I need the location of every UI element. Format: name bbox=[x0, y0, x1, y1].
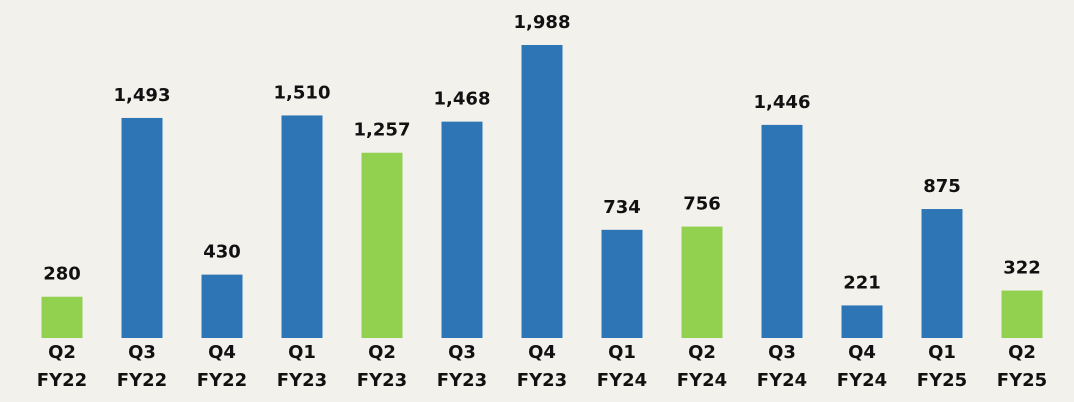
bar bbox=[1001, 290, 1043, 338]
bar bbox=[681, 226, 723, 338]
bar bbox=[761, 124, 803, 338]
x-tick-label: Q2 bbox=[1008, 342, 1036, 363]
data-label: 1,257 bbox=[354, 120, 411, 141]
data-label: 430 bbox=[203, 242, 241, 263]
bar bbox=[361, 152, 403, 338]
x-tick-label: FY24 bbox=[597, 370, 647, 391]
data-label: 1,468 bbox=[434, 89, 491, 110]
x-tick-label: Q4 bbox=[208, 342, 236, 363]
x-tick-label: FY23 bbox=[277, 370, 327, 391]
x-tick-label: Q2 bbox=[48, 342, 76, 363]
bar bbox=[601, 229, 643, 338]
x-tick-label: Q4 bbox=[848, 342, 876, 363]
x-tick-label: FY24 bbox=[757, 370, 807, 391]
x-tick-label: FY23 bbox=[437, 370, 487, 391]
x-tick-label: Q2 bbox=[688, 342, 716, 363]
bar bbox=[201, 274, 243, 338]
x-tick-label: Q3 bbox=[128, 342, 156, 363]
data-label: 1,988 bbox=[514, 12, 571, 33]
x-tick-label: FY22 bbox=[37, 370, 87, 391]
data-label: 322 bbox=[1003, 258, 1041, 279]
bar bbox=[841, 305, 883, 338]
x-tick-label: FY24 bbox=[837, 370, 887, 391]
x-tick-label: Q2 bbox=[368, 342, 396, 363]
x-tick-label: Q4 bbox=[528, 342, 556, 363]
bar bbox=[521, 45, 563, 338]
x-tick-label: FY23 bbox=[357, 370, 407, 391]
bar bbox=[121, 117, 163, 338]
x-tick-label: FY23 bbox=[517, 370, 567, 391]
data-label: 756 bbox=[683, 194, 721, 215]
x-tick-label: Q3 bbox=[768, 342, 796, 363]
data-label: 1,493 bbox=[114, 85, 171, 106]
data-label: 221 bbox=[843, 272, 881, 293]
x-tick-label: Q1 bbox=[608, 342, 636, 363]
x-tick-label: FY25 bbox=[997, 370, 1047, 391]
bar bbox=[921, 209, 963, 338]
x-tick-label: Q1 bbox=[928, 342, 956, 363]
x-tick-label: FY22 bbox=[117, 370, 167, 391]
data-label: 875 bbox=[923, 176, 961, 197]
data-label: 280 bbox=[43, 264, 81, 285]
x-tick-label: FY25 bbox=[917, 370, 967, 391]
x-tick-label: Q3 bbox=[448, 342, 476, 363]
bar bbox=[281, 115, 323, 338]
data-label: 1,446 bbox=[754, 92, 811, 113]
bar bbox=[441, 121, 483, 339]
x-tick-label: Q1 bbox=[288, 342, 316, 363]
x-tick-label: FY22 bbox=[197, 370, 247, 391]
data-label: 734 bbox=[603, 197, 641, 218]
bar bbox=[41, 296, 83, 338]
data-label: 1,510 bbox=[274, 82, 331, 103]
x-tick-label: FY24 bbox=[677, 370, 727, 391]
